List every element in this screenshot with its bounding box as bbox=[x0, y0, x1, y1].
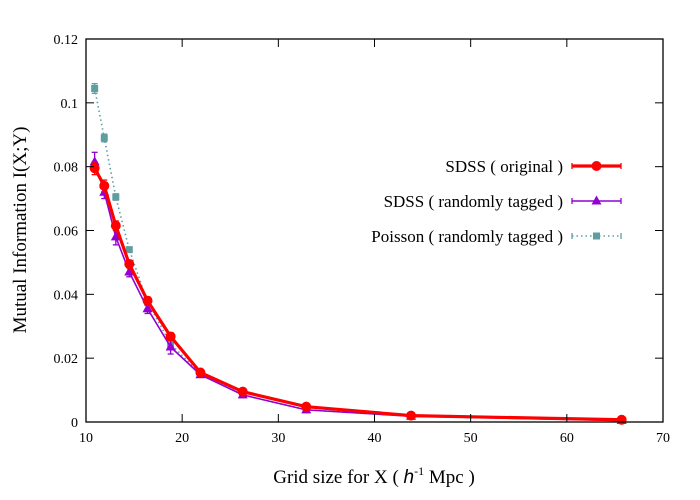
data-point bbox=[165, 331, 176, 342]
data-point bbox=[237, 386, 248, 397]
legend-marker bbox=[591, 161, 602, 171]
data-point bbox=[99, 180, 110, 191]
data-point bbox=[110, 231, 121, 241]
y-tick-label: 0.06 bbox=[54, 225, 79, 240]
data-point bbox=[125, 246, 133, 254]
x-tick-label: 60 bbox=[560, 431, 574, 446]
x-tick-label: 50 bbox=[464, 431, 478, 446]
y-tick-label: 0 bbox=[71, 416, 78, 431]
y-tick-label: 0.1 bbox=[61, 97, 79, 112]
legend-entry: Poisson ( randomly tagged ) bbox=[371, 227, 622, 246]
axis-ticks: 10 20 30 40 50 60 70 0 0.02 0.04 0.06 0.08 0.1 0.12 bbox=[54, 33, 671, 446]
legend: SDSS ( original ) SDSS ( randomly tagged … bbox=[371, 157, 622, 246]
data-point bbox=[195, 367, 206, 378]
data-point bbox=[89, 156, 100, 166]
data-point bbox=[406, 410, 417, 421]
data-point bbox=[91, 84, 99, 92]
data-point bbox=[142, 303, 153, 313]
y-tick-label: 0.08 bbox=[54, 161, 79, 176]
x-tick-label: 10 bbox=[79, 431, 93, 446]
data-point bbox=[124, 266, 135, 276]
y-axis-title: Mutual Information I(X;Y) bbox=[10, 127, 31, 334]
legend-marker bbox=[591, 195, 602, 205]
data-point bbox=[165, 341, 176, 351]
legend-label: SDSS ( randomly tagged ) bbox=[384, 192, 563, 211]
data-point bbox=[110, 220, 121, 231]
data-point bbox=[142, 295, 153, 306]
data-point bbox=[100, 134, 108, 142]
legend-entry: SDSS ( original ) bbox=[445, 157, 622, 176]
x-axis-title: Grid size for X ( h-1 Mpc ) bbox=[273, 464, 475, 488]
y-tick-label: 0.12 bbox=[54, 33, 79, 48]
series-line bbox=[93, 88, 622, 422]
plot-area bbox=[89, 83, 627, 425]
legend-entry: SDSS ( randomly tagged ) bbox=[384, 192, 622, 211]
y-tick-label: 0.04 bbox=[54, 288, 79, 303]
legend-label: Poisson ( randomly tagged ) bbox=[371, 227, 563, 246]
x-tick-label: 20 bbox=[175, 431, 189, 446]
legend-marker bbox=[593, 232, 600, 240]
y-tick-label: 0.02 bbox=[54, 352, 79, 367]
x-tick-label: 40 bbox=[368, 431, 382, 446]
data-point bbox=[89, 163, 100, 174]
series-3 bbox=[91, 83, 626, 424]
legend-label: SDSS ( original ) bbox=[445, 157, 563, 176]
x-tick-label: 70 bbox=[656, 431, 670, 446]
data-point bbox=[112, 193, 120, 201]
data-point bbox=[616, 414, 627, 425]
data-point bbox=[124, 259, 135, 270]
x-tick-label: 30 bbox=[271, 431, 285, 446]
data-point bbox=[301, 401, 312, 412]
